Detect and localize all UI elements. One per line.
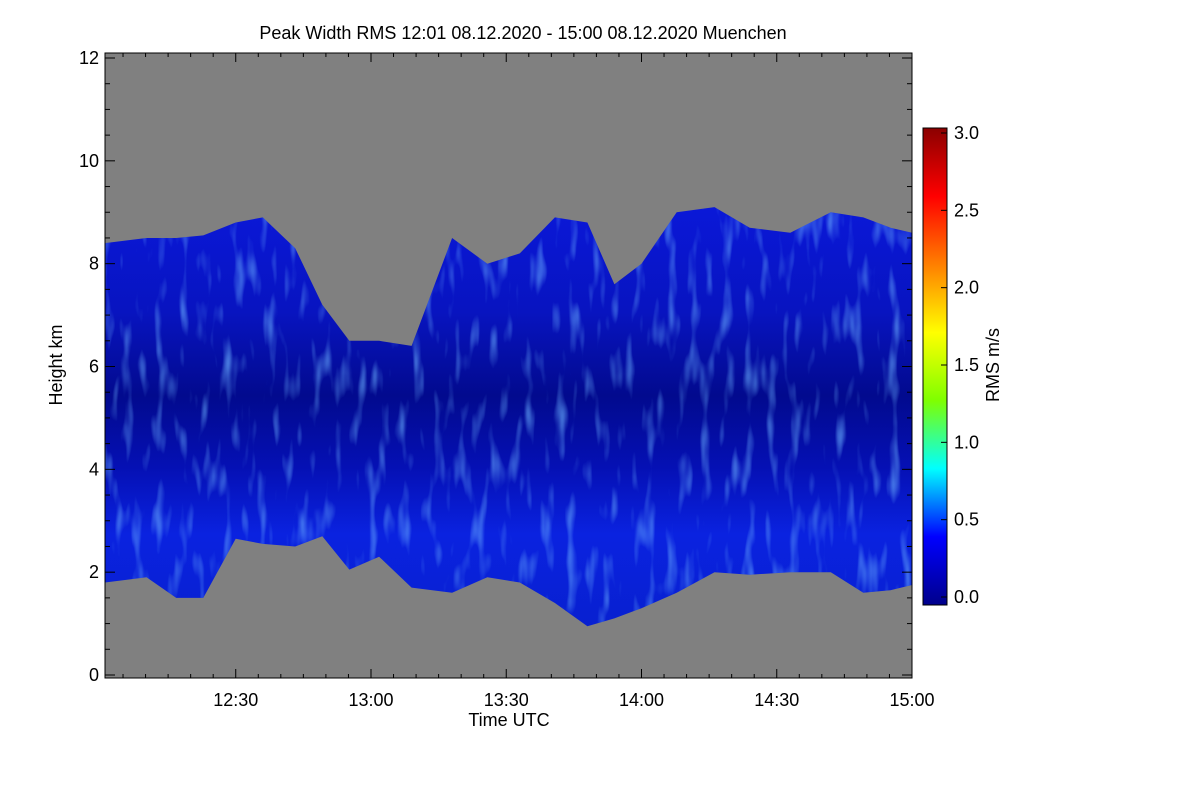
colorbar-ticks: 0.0 0.5 1.0 1.5 2.0 2.5 3.0 [941,123,979,607]
x-tick-label: 12:30 [213,690,258,710]
y-axis: 0 2 4 6 8 10 12 [79,48,912,685]
y-tick-label: 8 [89,254,99,274]
y-tick-label: 4 [89,459,99,479]
y-tick-label: 0 [89,665,99,685]
colorbar-label: RMS m/s [983,328,1003,402]
chart-title: Peak Width RMS 12:01 08.12.2020 - 15:00 … [259,23,786,43]
y-axis-label: Height km [46,324,66,405]
colorbar: 0.0 0.5 1.0 1.5 2.0 2.5 3.0 RMS m/s [922,123,1003,607]
colorbar-tick-label: 2.5 [954,200,979,220]
colorbar-gradient [922,127,948,606]
colorbar-tick-label: 1.0 [954,432,979,452]
x-tick-label: 15:00 [889,690,934,710]
x-tick-label: 14:30 [754,690,799,710]
echo-layer [105,207,912,627]
y-tick-label: 2 [89,562,99,582]
y-tick-label: 6 [89,357,99,377]
x-tick-label: 13:30 [484,690,529,710]
colorbar-tick-label: 2.0 [954,278,979,298]
x-tick-label: 14:00 [619,690,664,710]
x-axis: 12:30 13:00 13:30 14:00 14:30 15:00 [122,53,935,710]
y-tick-label: 12 [79,48,99,68]
plot-frame [104,52,913,679]
colorbar-tick-label: 1.5 [954,355,979,375]
colorbar-tick-label: 3.0 [954,123,979,143]
echo-texture [105,207,912,627]
colorbar-tick-label: 0.0 [954,587,979,607]
x-tick-label: 13:00 [348,690,393,710]
colorbar-tick-label: 0.5 [954,510,979,530]
plot-area [105,53,912,678]
y-tick-label: 10 [79,151,99,171]
x-axis-label: Time UTC [468,710,549,730]
